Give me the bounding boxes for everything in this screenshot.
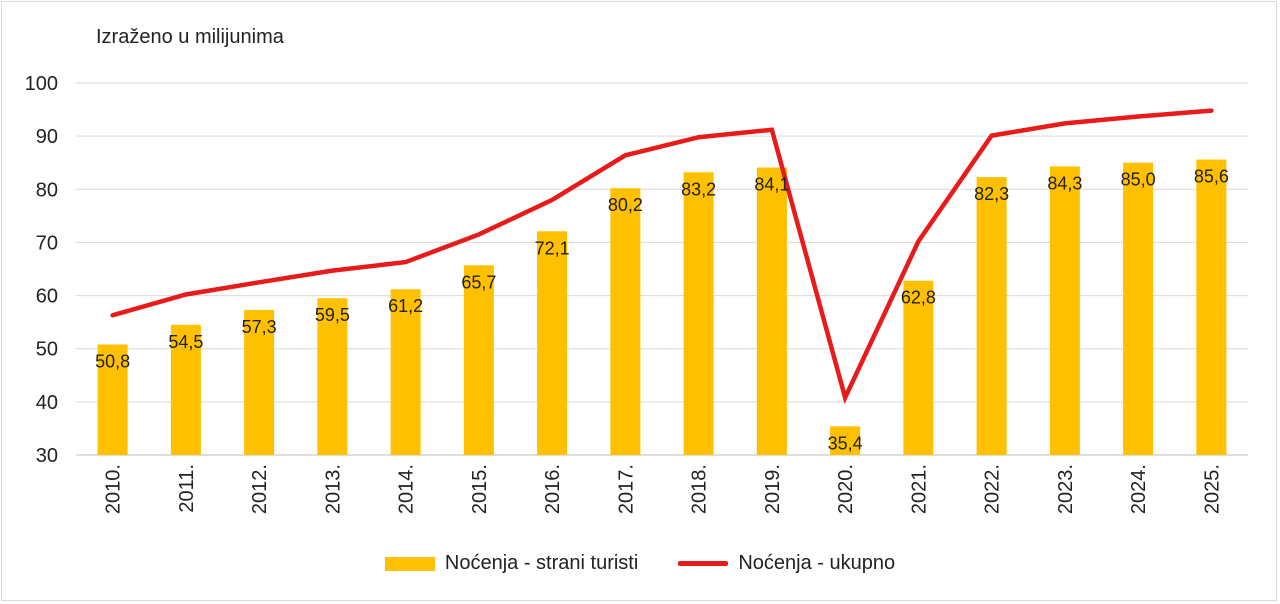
data-label: 61,2	[388, 296, 423, 316]
data-label: 82,3	[974, 184, 1009, 204]
y-tick-label: 30	[36, 445, 58, 467]
bar	[683, 172, 714, 455]
bar	[463, 265, 494, 455]
data-label: 50,8	[95, 351, 130, 371]
series-line	[110, 108, 1214, 405]
data-label: 54,5	[168, 332, 203, 352]
y-tick-label: 90	[36, 126, 58, 148]
x-tick-label: 2025.	[1201, 464, 1223, 514]
y-tick-label: 60	[36, 286, 58, 308]
data-label: 35,4	[828, 433, 863, 453]
data-label: 85,0	[1121, 170, 1156, 190]
y-tick-label: 80	[36, 179, 58, 201]
x-tick-label: 2015.	[469, 464, 491, 514]
bar	[97, 344, 128, 455]
bar	[830, 426, 861, 455]
legend-swatch-bars	[384, 556, 435, 571]
x-tick-label: 2010.	[103, 464, 125, 514]
bar	[1049, 166, 1080, 456]
bar	[244, 309, 275, 455]
x-tick-label: 2016.	[542, 464, 564, 514]
data-label: 83,2	[681, 179, 716, 199]
bar	[903, 280, 934, 455]
y-tick-label: 50	[36, 339, 58, 361]
legend-item-bars: Noćenja - strani turisti	[384, 552, 639, 575]
x-tick-label: 2013.	[322, 464, 344, 514]
data-label: 85,6	[1194, 167, 1229, 187]
x-tick-label: 2014.	[396, 464, 418, 514]
legend-label-bars: Noćenja - strani turisti	[444, 552, 639, 574]
data-label: 84,3	[1047, 173, 1082, 193]
x-tick-label: 2011.	[176, 464, 198, 513]
data-label: 57,3	[242, 317, 277, 337]
y-tick-label: 40	[36, 392, 58, 414]
y-tick-label: 70	[36, 232, 58, 254]
bar	[537, 231, 568, 455]
data-label: 65,7	[461, 272, 496, 292]
bar	[1123, 162, 1154, 455]
x-tick-label: 2022.	[982, 464, 1004, 514]
x-tick-label: 2018.	[689, 464, 711, 514]
legend-swatch-line	[678, 561, 729, 566]
bar	[170, 324, 201, 455]
x-tick-label: 2012.	[249, 464, 271, 514]
data-label: 72,1	[535, 238, 570, 258]
bar	[390, 289, 421, 455]
x-tick-label: 2020.	[835, 464, 857, 514]
bar	[1196, 159, 1227, 456]
data-label: 80,2	[608, 195, 643, 215]
y-tick-label: 100	[25, 73, 58, 95]
legend-label-line: Noćenja - ukupno	[738, 552, 896, 574]
x-tick-label: 2021.	[908, 464, 930, 514]
bar	[317, 298, 348, 455]
legend: Noćenja - strani turisti Noćenja - ukupn…	[0, 552, 1280, 575]
x-tick-label: 2017.	[615, 464, 637, 514]
bar	[610, 188, 641, 456]
x-tick-label: 2024.	[1128, 464, 1150, 514]
x-tick-label: 2023.	[1055, 464, 1077, 514]
data-label: 59,5	[315, 305, 350, 325]
data-label: 62,8	[901, 288, 936, 308]
unit-label: Izraženo u milijunima	[96, 26, 284, 48]
data-label: 84,1	[754, 174, 789, 194]
bar	[976, 177, 1007, 455]
bar	[756, 167, 787, 456]
legend-item-line: Noćenja - ukupno	[678, 552, 895, 575]
x-tick-label: 2019.	[762, 464, 784, 514]
